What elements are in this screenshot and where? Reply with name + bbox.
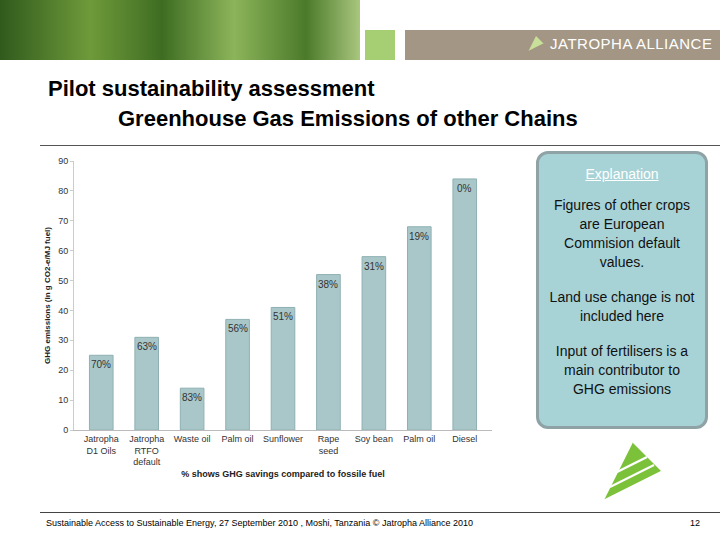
- html-text:Sustainable Access to Sustaina: Sustainable Access to Sustainable Energy…: [46, 518, 474, 528]
- svg-text:20: 20: [58, 365, 68, 375]
- svg-text:JatrophaRTFOdefault: JatrophaRTFOdefault: [129, 434, 164, 467]
- html-text:12: 12: [690, 518, 700, 528]
- svg-text:Sunflower: Sunflower: [263, 434, 303, 444]
- svg-text:30: 30: [58, 335, 68, 345]
- svg-text:63%: 63%: [137, 341, 157, 352]
- svg-text:Rapeseed: Rapeseed: [318, 434, 340, 456]
- svg-text:19%: 19%: [409, 231, 429, 242]
- svg-text:83%: 83%: [182, 392, 202, 403]
- svg-text:70%: 70%: [91, 359, 111, 370]
- svg-text:0%: 0%: [457, 183, 472, 194]
- html-text:JATROPHA ALLIANCE: JATROPHA ALLIANCE: [550, 35, 713, 52]
- svg-text:Palm oil: Palm oil: [403, 434, 435, 444]
- svg-text:Palm oil: Palm oil: [222, 434, 254, 444]
- html-text:Greenhouse Gas Emissions of ot: Greenhouse Gas Emissions of other Chains: [118, 106, 578, 131]
- svg-text:56%: 56%: [228, 323, 248, 334]
- svg-text:38%: 38%: [318, 279, 338, 290]
- html-text:Input of fertilisers is a main: Input of fertilisers is a main contribut…: [555, 343, 689, 397]
- svg-text:31%: 31%: [364, 261, 384, 272]
- svg-text:JatrophaD1 Oils: JatrophaD1 Oils: [84, 434, 119, 456]
- svg-text:Soy bean: Soy bean: [355, 434, 393, 444]
- svg-text:90: 90: [58, 156, 68, 166]
- svg-text:51%: 51%: [273, 311, 293, 322]
- html-text:Explanation: Explanation: [585, 166, 659, 182]
- svg-text:Waste oil: Waste oil: [174, 434, 211, 444]
- svg-text:70: 70: [58, 216, 68, 226]
- svg-text:40: 40: [58, 306, 68, 316]
- svg-text:% shows GHG savings compared t: % shows GHG savings compared to fossile …: [181, 469, 385, 479]
- svg-text:10: 10: [58, 395, 68, 405]
- svg-text:0: 0: [63, 425, 68, 435]
- svg-text:GHG emissions (in g CO2-e/MJ f: GHG emissions (in g CO2-e/MJ fuel): [43, 227, 52, 364]
- svg-text:80: 80: [58, 186, 68, 196]
- html-text:Pilot sustainability assessmen: Pilot sustainability assessment: [48, 76, 375, 101]
- html-text:Land use change is not include: Land use change is not included here: [549, 289, 695, 324]
- svg-text:60: 60: [58, 246, 68, 256]
- svg-text:Diesel: Diesel: [452, 434, 477, 444]
- html-text:Figures of other crops are Eur: Figures of other crops are European Comm…: [553, 197, 691, 270]
- svg-text:50: 50: [58, 276, 68, 286]
